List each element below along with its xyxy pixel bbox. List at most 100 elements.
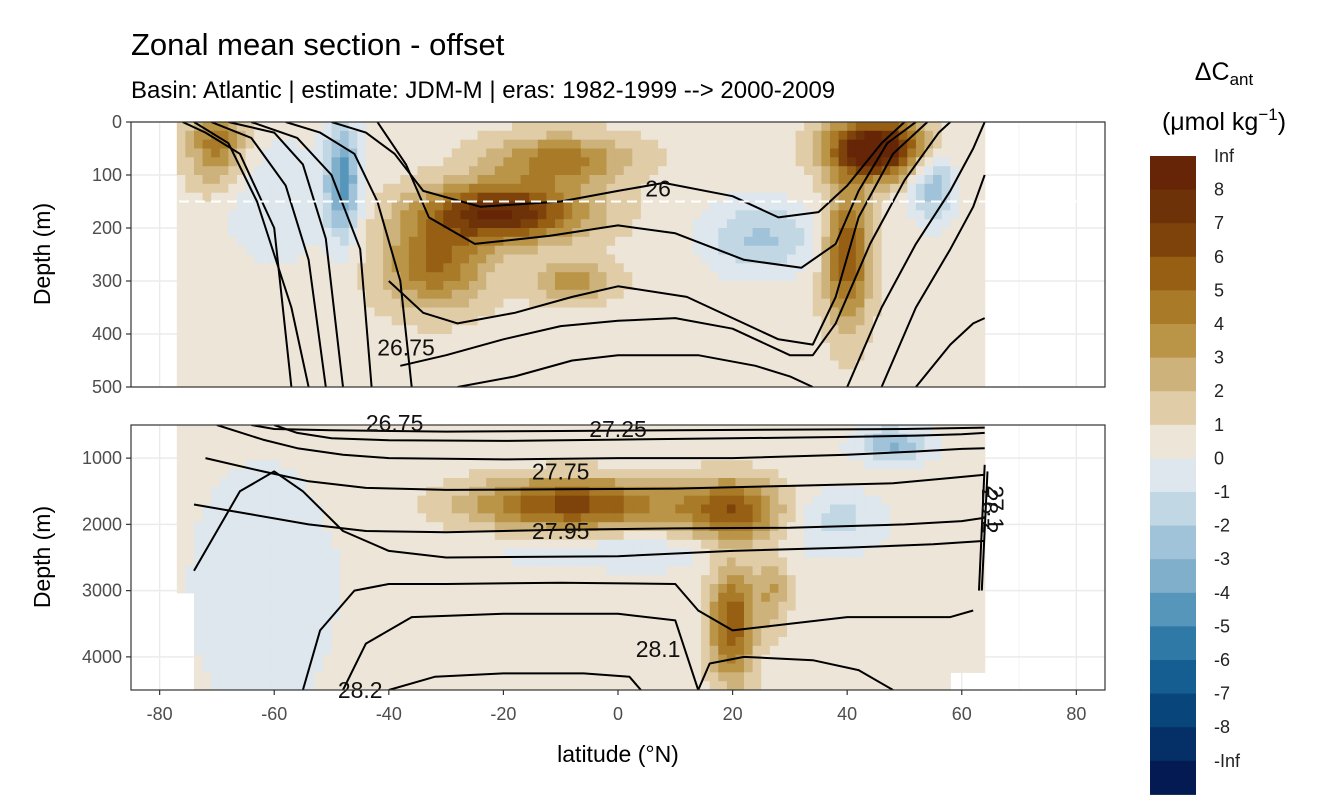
- field-cell: [228, 592, 238, 603]
- field-cell: [589, 504, 599, 514]
- field-cell: [658, 236, 668, 247]
- field-cell: [400, 272, 410, 282]
- field-cell: [572, 139, 582, 150]
- field-cell: [701, 681, 711, 690]
- field-cell: [683, 254, 694, 264]
- field-cell: [374, 575, 384, 585]
- field-cell: [658, 504, 668, 514]
- field-cell: [864, 166, 874, 176]
- field-cell: [486, 425, 496, 435]
- field-cell: [348, 539, 358, 550]
- field-cell: [494, 378, 504, 387]
- field-cell: [520, 334, 530, 344]
- field-cell: [271, 610, 281, 620]
- field-cell: [357, 210, 367, 220]
- field-cell: [494, 539, 504, 550]
- field-cell: [778, 166, 788, 176]
- field-cell: [237, 504, 247, 514]
- field-cell: [529, 360, 539, 370]
- field-cell: [976, 157, 986, 167]
- field-cell: [460, 637, 470, 647]
- field-cell: [219, 130, 229, 141]
- field-cell: [752, 236, 762, 247]
- field-cell: [297, 610, 307, 620]
- field-cell: [211, 139, 221, 150]
- field-cell: [391, 513, 401, 523]
- field-cell: [434, 281, 444, 291]
- field-cell: [194, 460, 204, 470]
- field-cell: [632, 351, 642, 362]
- field-cell: [933, 139, 943, 150]
- field-cell: [391, 316, 401, 326]
- field-cell: [976, 219, 986, 229]
- field-cell: [434, 645, 444, 656]
- field-cell: [297, 504, 307, 514]
- field-cell: [787, 201, 797, 211]
- field-cell: [692, 307, 702, 317]
- field-cell: [503, 566, 513, 576]
- field-cell: [237, 316, 247, 326]
- field-cell: [297, 272, 307, 282]
- field-cell: [357, 122, 367, 132]
- field-cell: [322, 325, 333, 335]
- field-cell: [580, 592, 590, 603]
- field-cell: [597, 228, 608, 238]
- field-cell: [365, 460, 376, 470]
- field-cell: [503, 681, 513, 690]
- field-cell: [460, 495, 470, 506]
- field-cell: [237, 478, 247, 488]
- field-cell: [718, 451, 728, 461]
- field-cell: [632, 201, 642, 211]
- field-cell: [821, 122, 831, 132]
- field-cell: [400, 442, 410, 453]
- field-cell: [898, 192, 908, 203]
- field-cell: [623, 495, 633, 506]
- field-cell: [228, 378, 238, 387]
- field-cell: [726, 628, 737, 638]
- field-cell: [451, 122, 461, 132]
- field-cell: [589, 469, 599, 479]
- field-cell: [228, 210, 238, 220]
- field-cell: [761, 469, 771, 479]
- field-cell: [228, 342, 238, 353]
- field-cell: [632, 645, 642, 656]
- field-cell: [898, 325, 908, 335]
- field-cell: [726, 645, 737, 656]
- field-cell: [769, 166, 779, 176]
- field-cell: [340, 522, 350, 532]
- field-cell: [589, 486, 599, 497]
- field-cell: [219, 175, 229, 185]
- field-cell: [443, 513, 453, 523]
- field-cell: [340, 183, 350, 194]
- field-cell: [374, 460, 384, 470]
- field-cell: [520, 584, 530, 594]
- field-cell: [391, 245, 401, 256]
- field-cell: [280, 584, 290, 594]
- field-cell: [254, 183, 264, 194]
- field-cell: [692, 628, 702, 638]
- field-cell: [443, 451, 453, 461]
- field-cell: [529, 442, 539, 453]
- field-cell: [443, 263, 453, 273]
- field-cell: [580, 619, 590, 629]
- field-cell: [426, 369, 436, 379]
- field-cell: [529, 513, 539, 523]
- field-cell: [804, 122, 814, 132]
- field-cell: [804, 210, 814, 220]
- isopycnal-line: [193, 122, 310, 387]
- field-cell: [512, 325, 522, 335]
- field-cell: [391, 592, 401, 603]
- field-cell: [658, 201, 668, 211]
- field-cell: [873, 334, 883, 344]
- field-cell: [305, 645, 315, 656]
- field-cell: [219, 360, 229, 370]
- field-cell: [597, 263, 608, 273]
- field-cell: [769, 219, 779, 229]
- field-cell: [683, 210, 694, 220]
- field-cell: [649, 539, 659, 550]
- field-cell: [864, 219, 874, 229]
- field-cell: [288, 478, 298, 488]
- field-cell: [176, 201, 186, 211]
- field-cell: [572, 334, 582, 344]
- field-cell: [185, 175, 195, 185]
